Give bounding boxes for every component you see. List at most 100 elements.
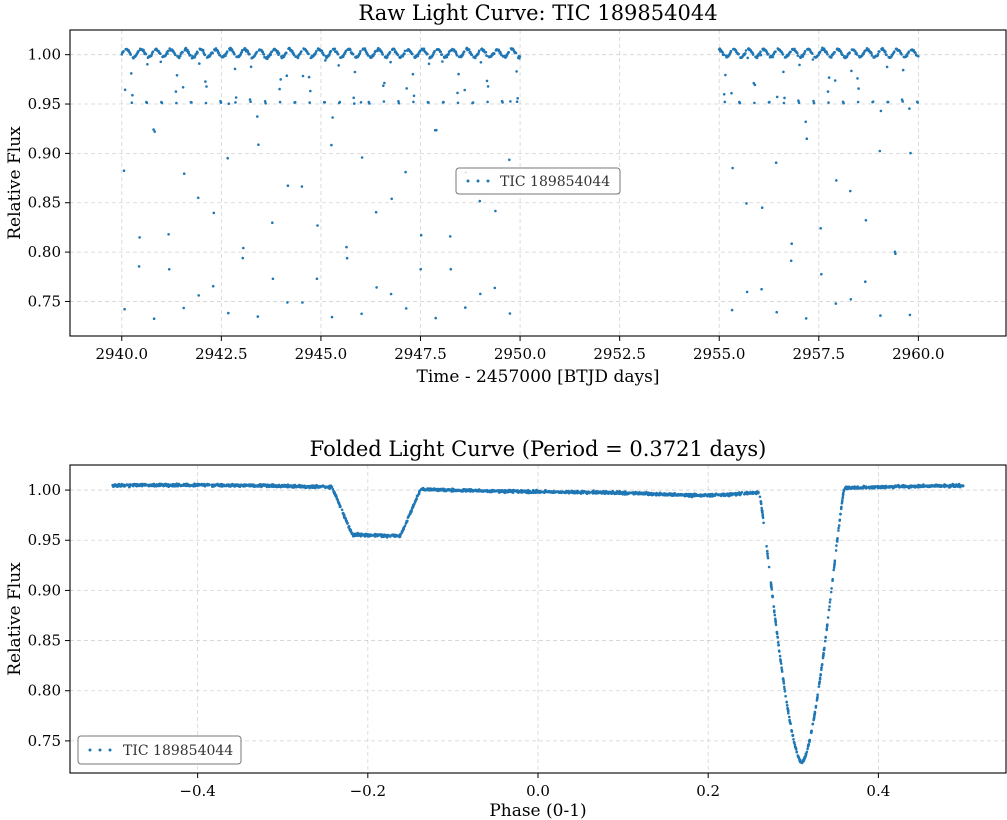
raw-data-point <box>166 52 169 55</box>
raw-xtick-label: 2942.5 <box>195 345 248 363</box>
folded-data-point <box>774 621 777 624</box>
folded-data-point <box>594 492 597 495</box>
raw-data-point <box>789 50 792 54</box>
folded-data-point <box>241 484 245 488</box>
folded-data-point <box>607 491 610 494</box>
raw-data-point <box>730 91 733 95</box>
folded-data-point <box>376 534 380 537</box>
raw-data-point <box>411 52 414 56</box>
folded-data-point <box>286 483 290 487</box>
folded-data-point <box>839 512 842 516</box>
folded-data-point <box>760 506 763 510</box>
raw-data-point <box>884 50 887 53</box>
raw-data-point <box>797 101 801 104</box>
raw-data-point <box>179 54 182 58</box>
folded-data-point <box>814 704 818 708</box>
raw-xtick-label: 2960.0 <box>892 345 945 363</box>
raw-data-point <box>470 53 474 57</box>
raw-data-point <box>731 166 734 170</box>
folded-xtick-label: 0.2 <box>696 782 720 800</box>
folded-data-point <box>837 524 841 527</box>
raw-data-point <box>301 301 304 304</box>
folded-data-point <box>958 484 962 488</box>
raw-data-point <box>330 143 333 147</box>
folded-chart-legend: TIC 189854044 <box>77 735 242 765</box>
folded-data-point <box>383 534 386 538</box>
folded-data-point <box>408 512 412 516</box>
folded-data-point <box>148 483 151 487</box>
folded-data-point <box>265 485 269 488</box>
raw-data-point <box>435 128 438 132</box>
raw-data-point <box>856 100 860 104</box>
folded-data-point <box>341 511 345 515</box>
folded-data-point <box>492 489 496 492</box>
folded-data-point <box>669 492 673 496</box>
folded-data-point <box>174 484 177 488</box>
raw-data-point <box>269 53 273 56</box>
raw-data-point <box>723 100 727 104</box>
raw-data-point <box>418 49 422 53</box>
folded-data-point <box>258 485 261 488</box>
folded-data-point <box>738 493 742 497</box>
raw-data-point <box>850 69 853 73</box>
raw-data-point <box>308 101 312 104</box>
folded-data-point <box>316 486 320 489</box>
folded-data-point <box>870 486 874 489</box>
raw-data-point <box>316 224 319 227</box>
folded-data-point <box>145 483 149 487</box>
raw-data-point <box>755 56 759 60</box>
raw-data-point <box>145 101 149 105</box>
raw-data-point <box>508 158 511 162</box>
folded-data-point <box>300 485 304 489</box>
raw-data-point <box>277 52 281 55</box>
folded-data-point <box>830 587 833 590</box>
raw-chart-legend-box <box>455 167 621 195</box>
raw-xtick-label: 2940.0 <box>96 345 149 363</box>
folded-data-point <box>797 757 801 760</box>
raw-data-point <box>508 312 512 315</box>
raw-data-point <box>153 130 156 133</box>
raw-data-point <box>211 284 215 288</box>
raw-data-point <box>174 53 177 57</box>
folded-data-point <box>838 519 841 522</box>
folded-chart-xlabel: Phase (0-1) <box>489 801 586 820</box>
folded-data-point <box>790 730 794 733</box>
folded-data-point <box>447 488 450 492</box>
raw-data-point <box>205 85 208 88</box>
folded-data-point <box>817 685 821 688</box>
raw-data-point <box>197 294 200 297</box>
folded-xtick-label: 0.4 <box>866 782 890 800</box>
folded-data-point <box>406 519 409 523</box>
raw-data-point <box>721 51 724 54</box>
folded-data-point <box>835 539 839 543</box>
raw-data-point <box>131 93 134 97</box>
folded-data-point <box>348 527 351 531</box>
raw-data-point <box>204 80 207 83</box>
folded-data-point <box>806 747 809 751</box>
folded-data-point <box>829 590 833 594</box>
raw-data-point <box>433 50 436 53</box>
folded-data-point <box>393 534 397 537</box>
raw-data-point <box>462 50 466 53</box>
folded-data-point <box>783 687 786 691</box>
raw-data-point <box>486 100 489 104</box>
raw-data-point <box>286 184 290 187</box>
folded-data-point <box>727 492 731 496</box>
folded-data-point <box>498 489 501 492</box>
raw-data-point <box>426 52 429 56</box>
raw-data-point <box>885 53 888 57</box>
folded-data-point <box>777 644 780 647</box>
folded-data-point <box>123 484 127 487</box>
folded-data-point <box>161 483 165 486</box>
folded-data-point <box>325 485 329 489</box>
raw-data-point <box>448 235 452 238</box>
raw-data-point <box>905 54 909 57</box>
folded-data-point <box>828 601 832 604</box>
raw-data-point <box>507 51 511 54</box>
folded-data-point <box>188 483 191 487</box>
folded-data-point <box>760 508 764 512</box>
raw-data-point <box>278 100 282 104</box>
folded-data-point <box>305 486 308 490</box>
raw-data-point <box>751 53 755 56</box>
raw-data-point <box>278 87 281 91</box>
